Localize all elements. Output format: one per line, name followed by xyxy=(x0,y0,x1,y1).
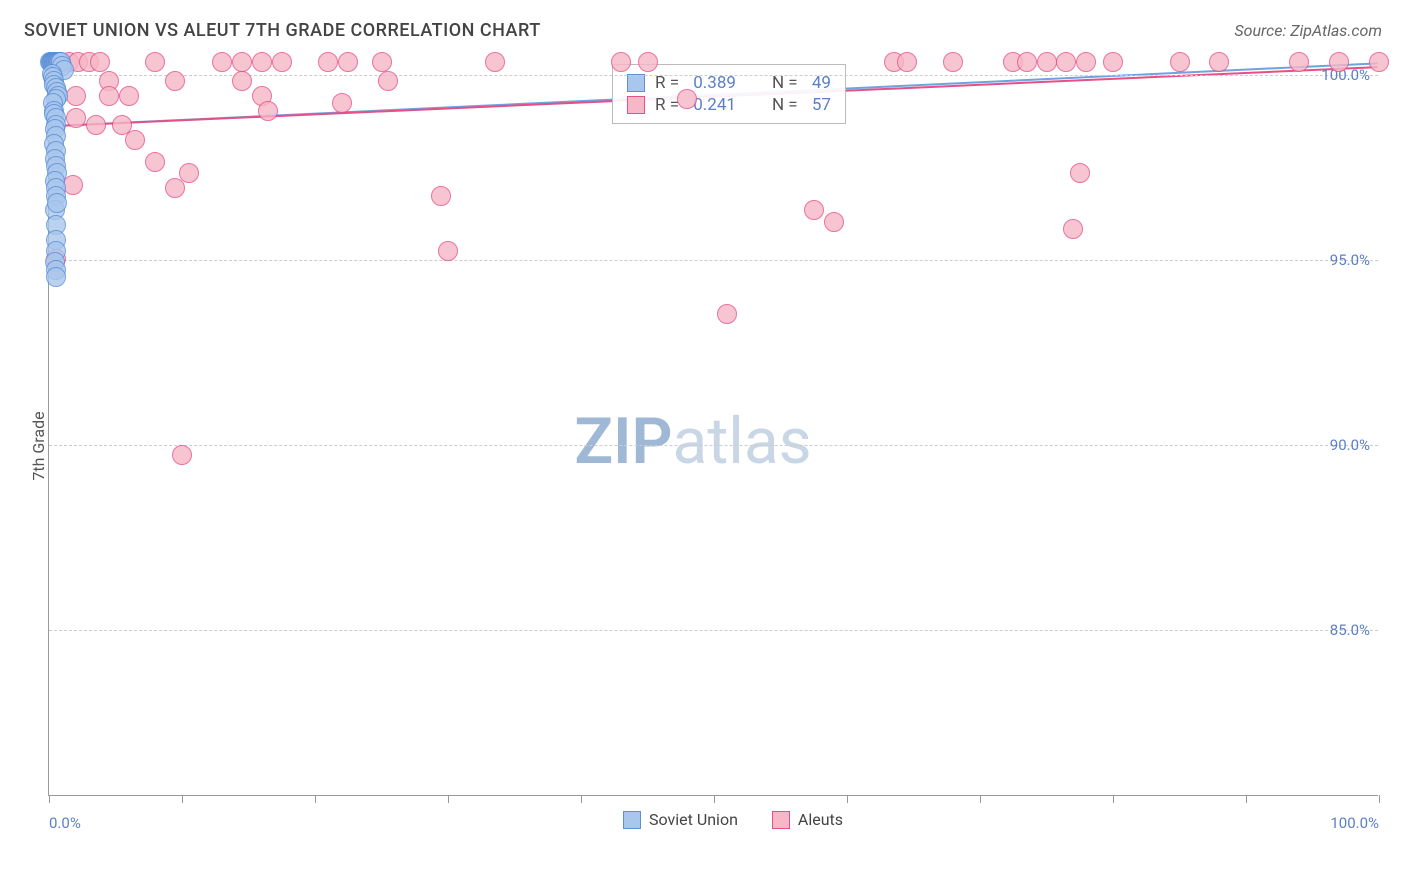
x-tick xyxy=(49,795,50,803)
data-point-aleut xyxy=(86,115,106,135)
data-point-aleut xyxy=(1289,52,1309,72)
y-tick-label: 95.0% xyxy=(1330,251,1370,269)
data-point-aleut xyxy=(677,89,697,109)
x-tick xyxy=(182,795,183,803)
data-point-aleut xyxy=(1070,163,1090,183)
x-tick xyxy=(448,795,449,803)
r-value-aleut: 0.241 xyxy=(693,95,736,115)
data-point-aleut xyxy=(897,52,917,72)
data-point-aleut xyxy=(1017,52,1037,72)
data-point-aleut xyxy=(611,52,631,72)
watermark: ZIPatlas xyxy=(574,404,811,479)
data-point-aleut xyxy=(99,86,119,106)
gridline xyxy=(49,260,1378,261)
bottom-legend: Soviet Union Aleuts xyxy=(623,810,843,829)
x-tick xyxy=(315,795,316,803)
data-point-aleut xyxy=(145,152,165,172)
source-label: Source: ZipAtlas.com xyxy=(1234,21,1382,40)
n-value-soviet: 49 xyxy=(812,73,831,93)
r-label: R = xyxy=(655,73,683,93)
stats-box: R = 0.389 N = 49 R = 0.241 N = 57 xyxy=(612,64,846,124)
data-point-aleut xyxy=(1076,52,1096,72)
data-point-aleut xyxy=(252,52,272,72)
x-tick xyxy=(1113,795,1114,803)
data-point-aleut xyxy=(1056,52,1076,72)
x-tick xyxy=(714,795,715,803)
data-point-aleut xyxy=(1103,52,1123,72)
y-axis-label: 7th Grade xyxy=(29,411,48,480)
data-point-aleut xyxy=(1170,52,1190,72)
legend-swatch-soviet xyxy=(627,74,645,92)
data-point-aleut xyxy=(125,130,145,150)
x-tick xyxy=(980,795,981,803)
legend-swatch-aleut xyxy=(627,96,645,114)
data-point-aleut xyxy=(1369,52,1389,72)
legend-swatch-soviet xyxy=(623,811,641,829)
trendlines xyxy=(49,56,1378,795)
data-point-aleut xyxy=(66,108,86,128)
data-point-aleut xyxy=(717,304,737,324)
data-point-aleut xyxy=(318,52,338,72)
x-tick-label: 100.0% xyxy=(1330,814,1379,832)
data-point-aleut xyxy=(431,186,451,206)
y-tick-label: 90.0% xyxy=(1330,436,1370,454)
legend-item-soviet: Soviet Union xyxy=(623,810,738,829)
gridline xyxy=(49,445,1378,446)
scatter-plot: ZIPatlas R = 0.389 N = 49 R = 0.241 N = … xyxy=(48,56,1378,796)
data-point-aleut xyxy=(66,86,86,106)
data-point-aleut xyxy=(943,52,963,72)
data-point-aleut xyxy=(485,52,505,72)
legend-label-soviet: Soviet Union xyxy=(649,810,738,829)
data-point-soviet xyxy=(46,267,66,287)
data-point-aleut xyxy=(232,52,252,72)
y-tick-label: 85.0% xyxy=(1330,621,1370,639)
watermark-part-2: atlas xyxy=(673,404,812,479)
data-point-aleut xyxy=(232,71,252,91)
data-point-aleut xyxy=(258,101,278,121)
data-point-soviet xyxy=(47,193,67,213)
data-point-aleut xyxy=(1329,52,1349,72)
data-point-aleut xyxy=(378,71,398,91)
watermark-part-1: ZIP xyxy=(574,404,672,479)
legend-swatch-aleut xyxy=(772,811,790,829)
n-label: N = xyxy=(772,73,802,93)
data-point-aleut xyxy=(438,241,458,261)
stats-row-aleut: R = 0.241 N = 57 xyxy=(627,95,831,115)
stats-row-soviet: R = 0.389 N = 49 xyxy=(627,73,831,93)
x-tick xyxy=(1246,795,1247,803)
n-value-aleut: 57 xyxy=(812,95,831,115)
data-point-aleut xyxy=(179,163,199,183)
data-point-aleut xyxy=(90,52,110,72)
data-point-aleut xyxy=(804,200,824,220)
chart-title: SOVIET UNION VS ALEUT 7TH GRADE CORRELAT… xyxy=(24,20,541,41)
x-tick-label: 0.0% xyxy=(49,814,81,832)
data-point-aleut xyxy=(272,52,292,72)
data-point-aleut xyxy=(1209,52,1229,72)
data-point-aleut xyxy=(172,445,192,465)
legend-label-aleut: Aleuts xyxy=(798,810,843,829)
data-point-aleut xyxy=(338,52,358,72)
data-point-aleut xyxy=(145,52,165,72)
data-point-aleut xyxy=(638,52,658,72)
data-point-aleut xyxy=(824,212,844,232)
r-value-soviet: 0.389 xyxy=(693,73,736,93)
legend-item-aleut: Aleuts xyxy=(772,810,843,829)
data-point-aleut xyxy=(165,71,185,91)
data-point-aleut xyxy=(1063,219,1083,239)
data-point-aleut xyxy=(1037,52,1057,72)
x-tick xyxy=(581,795,582,803)
x-tick xyxy=(1379,795,1380,803)
data-point-aleut xyxy=(119,86,139,106)
data-point-aleut xyxy=(212,52,232,72)
x-tick xyxy=(847,795,848,803)
data-point-aleut xyxy=(332,93,352,113)
data-point-aleut xyxy=(372,52,392,72)
n-label: N = xyxy=(772,95,802,115)
gridline xyxy=(49,630,1378,631)
